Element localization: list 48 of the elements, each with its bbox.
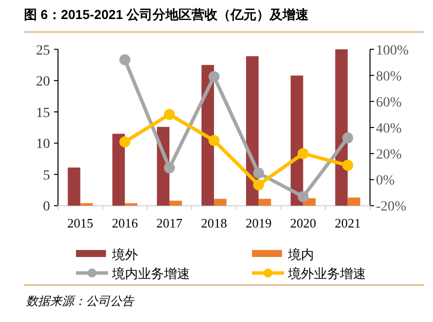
y2-tick-label: 20% — [376, 148, 402, 163]
y2-tick-label: 40% — [376, 122, 402, 136]
point — [119, 136, 130, 148]
x-tick-label: 2021 — [334, 216, 361, 231]
x-tick-label: 2020 — [290, 216, 316, 231]
point — [342, 132, 354, 144]
x-tick-label: 2017 — [156, 216, 183, 231]
source-note: 数据来源：公司公告 — [26, 294, 135, 308]
bar — [80, 203, 93, 206]
bar — [290, 76, 304, 206]
point — [208, 135, 220, 146]
bar — [124, 203, 138, 206]
point — [298, 148, 309, 160]
x-tick-label: 2019 — [246, 216, 272, 231]
y2-tick-label: 80% — [376, 69, 402, 84]
bar — [335, 49, 348, 206]
point — [164, 162, 175, 174]
point — [119, 54, 130, 66]
legend-label: 境内业务增速 — [111, 266, 190, 281]
x-tick-label: 2015 — [67, 216, 94, 231]
point — [164, 108, 175, 120]
bar — [214, 198, 226, 206]
legend-label: 境外业务增速 — [287, 266, 366, 281]
y2-tick-label: -20% — [376, 200, 407, 215]
point — [253, 168, 264, 179]
y-tick-label: 5 — [43, 168, 50, 184]
chart-title: 图 6：2015-2021 公司分地区营收（亿元）及增速 — [24, 7, 310, 22]
bar — [169, 200, 182, 206]
bar — [348, 198, 360, 206]
y-tick-label: 25 — [36, 43, 50, 58]
legend-label: 境内 — [287, 247, 314, 262]
point — [208, 71, 220, 82]
x-tick-label: 2018 — [201, 216, 227, 231]
y-tick-label: 10 — [36, 137, 50, 152]
legend-label: 境外 — [111, 247, 138, 262]
bar — [258, 198, 272, 206]
y-tick-label: 20 — [36, 74, 50, 90]
point — [342, 160, 354, 171]
y-tick-label: 15 — [36, 106, 50, 121]
y2-tick-label: 60% — [376, 95, 402, 110]
bar — [112, 134, 125, 206]
y2-tick-label: 100% — [376, 43, 409, 58]
bar — [68, 168, 80, 206]
point — [253, 179, 264, 190]
y-tick-label: 0 — [43, 200, 50, 215]
y2-tick-label: 0% — [376, 174, 395, 189]
x-tick-label: 2016 — [112, 216, 138, 231]
point — [298, 191, 309, 202]
